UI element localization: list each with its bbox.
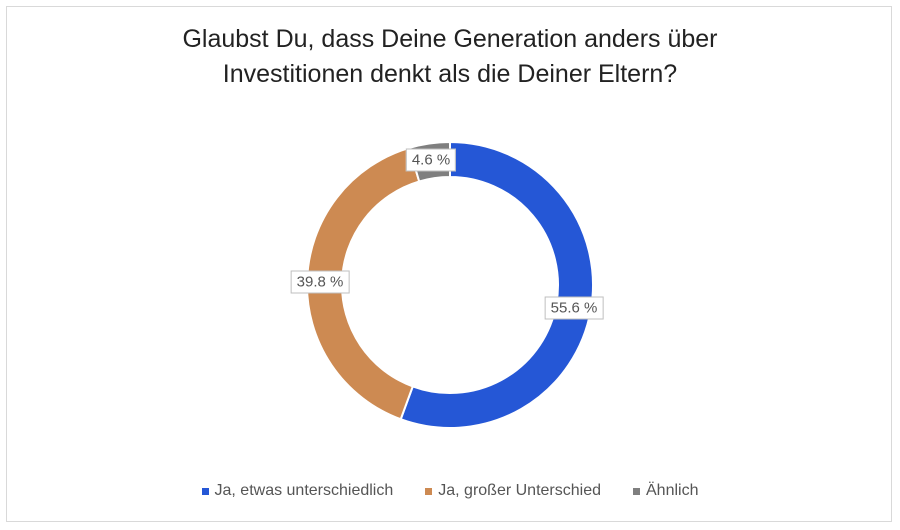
data-label: 55.6 % [544, 296, 604, 320]
legend: Ja, etwas unterschiedlich Ja, großer Unte… [0, 482, 900, 500]
legend-label: Ähnlich [646, 482, 699, 499]
data-label: 39.8 % [290, 270, 350, 294]
slice-1 [399, 140, 594, 429]
legend-swatch [425, 487, 433, 495]
legend-label: Ja, großer Unterschied [438, 482, 601, 499]
title-line-1: Glaubst Du, dass Deine Generation anders… [182, 25, 718, 53]
legend-item: Ja, großer Unterschied [425, 482, 601, 500]
chart-frame [6, 6, 892, 522]
legend-item: Ja, etwas unterschiedlich [201, 482, 394, 500]
legend-swatch [201, 487, 209, 495]
chart-title: Glaubst Du, dass Deine Generation anders… [0, 22, 900, 92]
legend-swatch [633, 487, 640, 495]
legend-label: Ja, etwas unterschiedlich [214, 482, 394, 499]
title-line-2: Investitionen denkt als die Deiner Elter… [222, 60, 678, 88]
data-label: 4.6 % [405, 148, 457, 172]
legend-item: Ähnlich [633, 482, 698, 500]
